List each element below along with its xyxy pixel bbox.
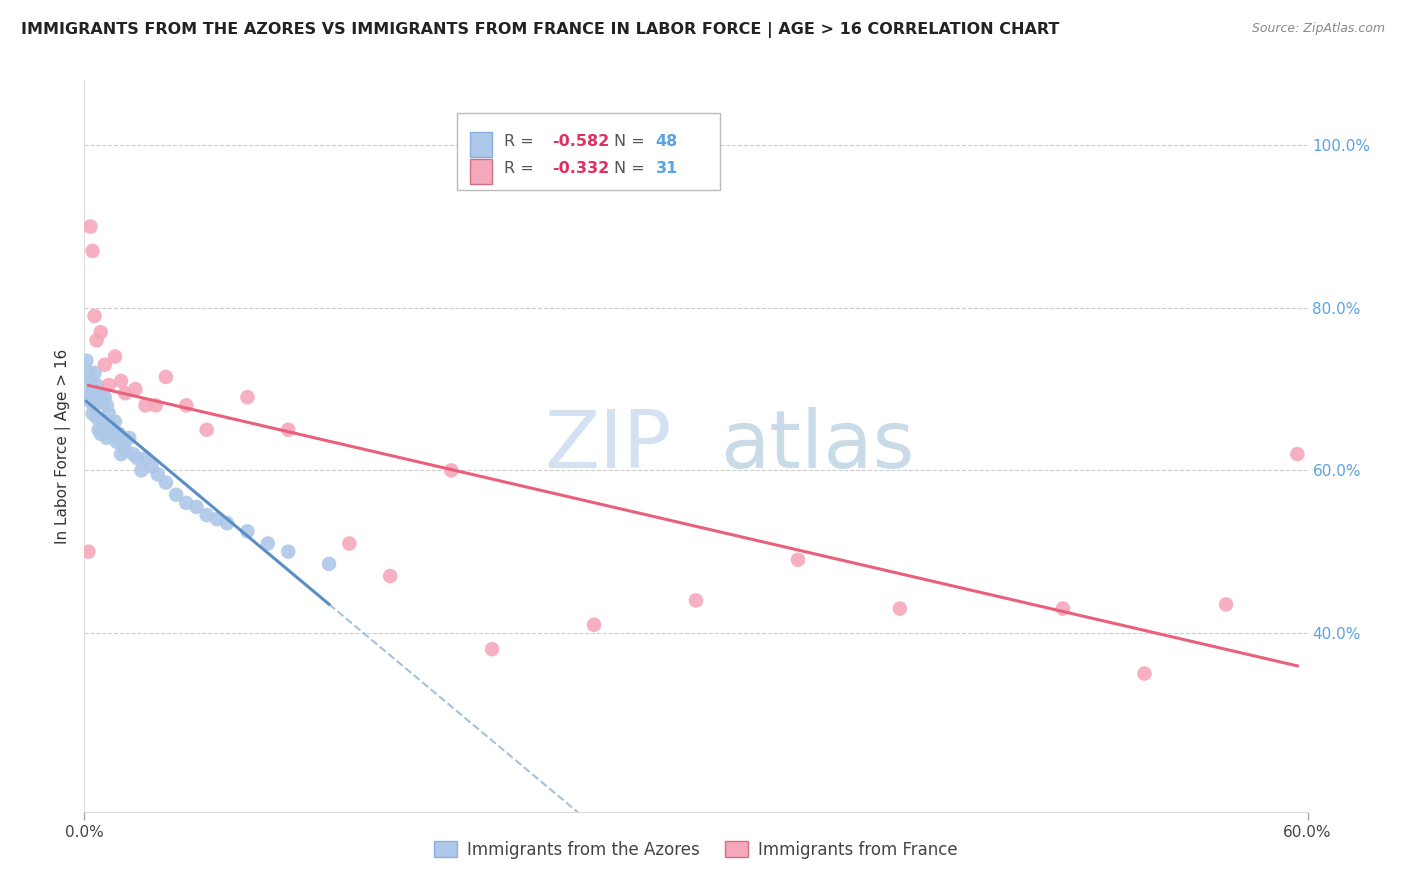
Point: [174, 398, 197, 412]
Point: [155, 370, 177, 384]
Point: [1286, 447, 1309, 461]
Point: [131, 463, 153, 477]
Point: [205, 512, 228, 526]
Point: [195, 423, 218, 437]
Point: [100, 418, 122, 433]
Text: R =: R =: [503, 134, 538, 149]
Point: [236, 390, 259, 404]
Point: [195, 508, 218, 522]
Point: [97, 407, 120, 421]
Point: [141, 459, 163, 474]
Point: [146, 467, 169, 482]
Point: [1133, 666, 1156, 681]
Point: [86, 334, 108, 348]
Y-axis label: In Labor Force | Age > 16: In Labor Force | Age > 16: [55, 349, 72, 543]
Point: [77, 366, 100, 380]
Point: [186, 500, 208, 514]
Point: [257, 536, 280, 550]
Point: [127, 451, 149, 466]
Point: [1215, 598, 1237, 612]
Point: [114, 443, 136, 458]
Point: [1052, 601, 1074, 615]
Text: IMMIGRANTS FROM THE AZORES VS IMMIGRANTS FROM FRANCE IN LABOR FORCE | AGE > 16 C: IMMIGRANTS FROM THE AZORES VS IMMIGRANTS…: [21, 22, 1060, 38]
Point: [93, 390, 115, 404]
Point: [380, 569, 402, 583]
Point: [90, 325, 112, 339]
Point: [110, 447, 132, 461]
Point: [481, 642, 503, 657]
Point: [174, 496, 197, 510]
Point: [787, 553, 810, 567]
Point: [685, 593, 707, 607]
Point: [83, 366, 105, 380]
Legend: Immigrants from the Azores, Immigrants from France: Immigrants from the Azores, Immigrants f…: [427, 834, 965, 865]
Point: [236, 524, 259, 539]
Point: [112, 434, 135, 449]
Point: [79, 394, 101, 409]
Point: [110, 374, 132, 388]
Point: [217, 516, 239, 531]
Point: [79, 374, 101, 388]
Point: [96, 398, 118, 412]
Point: [118, 431, 141, 445]
Point: [87, 390, 110, 404]
Point: [77, 386, 100, 401]
Bar: [470, 132, 492, 157]
Point: [165, 488, 187, 502]
Point: [135, 451, 157, 466]
Point: [83, 309, 105, 323]
Bar: [470, 159, 492, 184]
Point: [145, 398, 167, 412]
Text: ZIP: ZIP: [544, 407, 672, 485]
Text: N =: N =: [614, 134, 650, 149]
Point: [86, 410, 108, 425]
Point: [91, 394, 114, 409]
Point: [79, 219, 101, 234]
Point: [277, 544, 299, 558]
Text: N =: N =: [614, 161, 650, 176]
Point: [277, 423, 299, 437]
Point: [339, 536, 361, 550]
FancyBboxPatch shape: [457, 113, 720, 190]
Point: [82, 407, 104, 421]
Point: [90, 426, 112, 441]
Point: [77, 544, 100, 558]
Point: [91, 415, 114, 429]
Text: -0.332: -0.332: [551, 161, 609, 176]
Text: R =: R =: [503, 161, 538, 176]
Text: -0.582: -0.582: [551, 134, 609, 149]
Point: [135, 398, 157, 412]
Point: [318, 557, 340, 571]
Text: 31: 31: [655, 161, 678, 176]
Text: 48: 48: [655, 134, 678, 149]
Point: [155, 475, 177, 490]
Point: [583, 617, 606, 632]
Point: [440, 463, 463, 477]
Point: [104, 415, 127, 429]
Point: [96, 431, 118, 445]
Point: [86, 378, 108, 392]
Point: [97, 378, 120, 392]
Point: [101, 426, 124, 441]
Point: [83, 398, 105, 412]
Point: [122, 447, 145, 461]
Point: [82, 382, 104, 396]
Point: [114, 386, 136, 401]
Point: [90, 386, 112, 401]
Text: Source: ZipAtlas.com: Source: ZipAtlas.com: [1251, 22, 1385, 36]
Point: [108, 426, 131, 441]
Point: [889, 601, 911, 615]
Point: [93, 358, 115, 372]
Point: [82, 244, 104, 258]
Point: [124, 382, 146, 396]
Text: atlas: atlas: [720, 407, 915, 485]
Point: [105, 434, 128, 449]
Point: [75, 353, 97, 368]
Point: [104, 350, 127, 364]
Point: [87, 423, 110, 437]
Point: [93, 423, 115, 437]
